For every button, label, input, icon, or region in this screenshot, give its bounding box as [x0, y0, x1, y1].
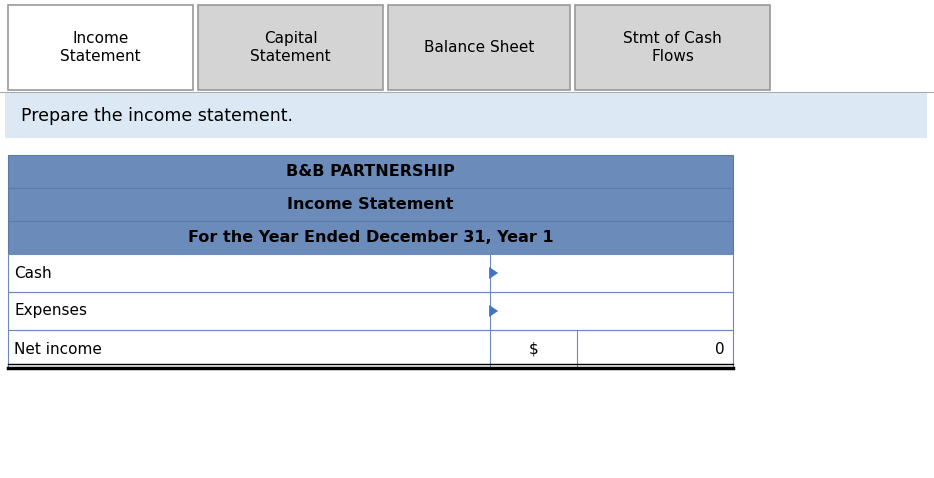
Polygon shape — [489, 305, 498, 317]
Bar — [8, 254, 733, 292]
Bar — [388, 5, 570, 90]
Text: 0: 0 — [715, 341, 725, 357]
Polygon shape — [489, 267, 498, 279]
Bar — [8, 155, 733, 188]
Text: Cash: Cash — [14, 265, 51, 281]
Text: Net income: Net income — [14, 341, 102, 357]
Bar — [8, 330, 733, 368]
Bar — [5, 93, 927, 138]
Bar — [8, 330, 733, 368]
Text: Income Statement: Income Statement — [288, 197, 454, 212]
Bar — [575, 5, 770, 90]
Text: Balance Sheet: Balance Sheet — [424, 40, 534, 55]
Bar — [8, 188, 733, 221]
Text: Prepare the income statement.: Prepare the income statement. — [21, 107, 293, 124]
Text: Capital
Statement: Capital Statement — [250, 31, 331, 64]
Bar — [8, 221, 733, 254]
Bar — [8, 292, 733, 330]
Text: Stmt of Cash
Flows: Stmt of Cash Flows — [623, 31, 722, 64]
Bar — [8, 5, 193, 90]
Text: For the Year Ended December 31, Year 1: For the Year Ended December 31, Year 1 — [188, 230, 553, 245]
Bar — [8, 292, 733, 330]
Text: $: $ — [529, 341, 539, 357]
Text: B&B PARTNERSHIP: B&B PARTNERSHIP — [286, 164, 455, 179]
Text: Income
Statement: Income Statement — [60, 31, 141, 64]
Bar — [198, 5, 383, 90]
Bar — [8, 254, 733, 292]
Text: Expenses: Expenses — [14, 304, 87, 318]
